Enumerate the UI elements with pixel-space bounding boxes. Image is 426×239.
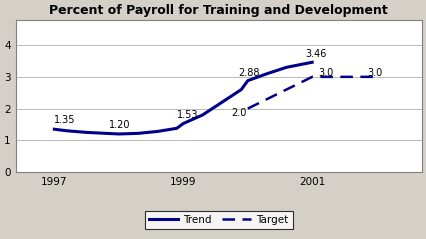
Text: 2.0: 2.0 [232, 108, 247, 118]
Trend [245, 79, 250, 82]
Text: 3.46: 3.46 [306, 49, 327, 59]
Trend [265, 72, 270, 75]
Text: 1.35: 1.35 [55, 114, 76, 125]
Text: 3.0: 3.0 [367, 68, 382, 78]
Trend [116, 133, 121, 136]
Trend [65, 129, 70, 132]
Target [374, 76, 379, 78]
Trend [239, 88, 244, 91]
Target [245, 107, 250, 110]
Trend [155, 130, 160, 133]
Trend [135, 132, 141, 135]
Target [310, 76, 315, 78]
Trend [104, 132, 109, 135]
Trend [174, 127, 179, 130]
Trend [84, 131, 89, 134]
Text: 2.88: 2.88 [238, 68, 259, 78]
Text: 1.53: 1.53 [177, 110, 199, 120]
Line: Target: Target [248, 77, 377, 109]
Legend: Trend, Target: Trend, Target [144, 211, 293, 229]
Trend [181, 122, 186, 125]
Text: 3.0: 3.0 [319, 68, 334, 78]
Line: Trend: Trend [55, 62, 312, 134]
Trend [52, 128, 57, 131]
Trend [284, 66, 289, 69]
Title: Percent of Payroll for Training and Development: Percent of Payroll for Training and Deve… [49, 4, 388, 17]
Text: 1.20: 1.20 [109, 120, 131, 130]
Trend [200, 114, 205, 116]
Trend [219, 101, 225, 104]
Trend [310, 61, 315, 64]
